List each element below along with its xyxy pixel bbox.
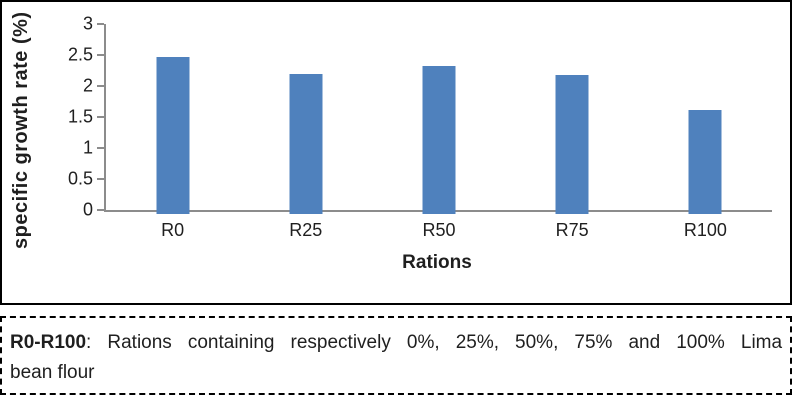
caption-line-2: bean flour xyxy=(10,362,95,383)
x-axis-title: Rations xyxy=(402,252,472,273)
caption-word: Rations xyxy=(107,332,172,353)
x-tick-label-r0: R0 xyxy=(161,220,185,240)
bar-r25 xyxy=(289,73,323,214)
y-axis-title: specific growth rate (%) xyxy=(10,11,32,249)
caption-word: 50%, xyxy=(515,332,559,353)
y-tick-mark xyxy=(97,147,104,150)
caption-space xyxy=(274,328,290,358)
y-tick-label: 2 xyxy=(82,75,93,96)
caption-space xyxy=(558,328,574,358)
caption-word: 0%, xyxy=(406,332,440,353)
caption-word: 25%, xyxy=(455,332,499,353)
y-tick-mark xyxy=(97,116,104,118)
y-tick-label: 1.5 xyxy=(67,106,93,127)
y-tick-mark xyxy=(97,85,104,88)
caption-space xyxy=(172,328,188,358)
y-tick-label: 3 xyxy=(82,13,93,34)
y-tick-label: 2.5 xyxy=(67,44,93,65)
x-tick-label-r100: R100 xyxy=(683,220,727,240)
y-tick-label: 0.5 xyxy=(67,168,93,189)
bar-r100 xyxy=(688,110,722,214)
y-tick-label: 1 xyxy=(82,137,93,158)
x-tick-label-r25: R25 xyxy=(289,220,323,240)
caption-line-1: R0-R100: Rations containing respectively 0%,… xyxy=(10,328,782,358)
caption-space xyxy=(91,328,107,358)
caption-word: 75% xyxy=(574,332,613,353)
caption-space xyxy=(612,328,628,358)
bar-r0 xyxy=(156,56,190,214)
bar-r50 xyxy=(422,66,456,214)
y-tick-mark xyxy=(97,209,104,211)
caption-space xyxy=(391,328,407,358)
y-tick-mark xyxy=(97,178,104,181)
caption-word: respectively xyxy=(290,332,391,353)
caption-word: 100% xyxy=(676,332,725,353)
caption-space xyxy=(499,328,515,358)
caption-word: and xyxy=(628,332,661,353)
caption-space xyxy=(660,328,676,358)
plot-area: 0 0.5 1 1.5 2 2.5 3 R0 R25 R50 R75 R100 xyxy=(68,14,772,240)
caption-term: R0-R100 xyxy=(10,332,87,353)
y-tick-mark xyxy=(97,23,104,25)
caption-space xyxy=(440,328,456,358)
caption-word: containing xyxy=(187,332,275,353)
y-tick-mark xyxy=(97,54,104,56)
caption-word: : xyxy=(86,332,92,353)
y-tick-label: 0 xyxy=(82,199,93,220)
caption-word: Lima xyxy=(740,332,783,353)
chart-panel: specific growth rate (%) 0 0.5 1 1.5 2 2.5 3 R0… xyxy=(0,0,792,305)
caption-space xyxy=(725,328,741,358)
x-tick-label-r75: R75 xyxy=(555,220,589,240)
caption-panel: R0-R100: Rations containing respectively 0%,… xyxy=(0,316,792,395)
x-tick-label-r50: R50 xyxy=(422,220,456,240)
bar-r75 xyxy=(555,74,589,214)
